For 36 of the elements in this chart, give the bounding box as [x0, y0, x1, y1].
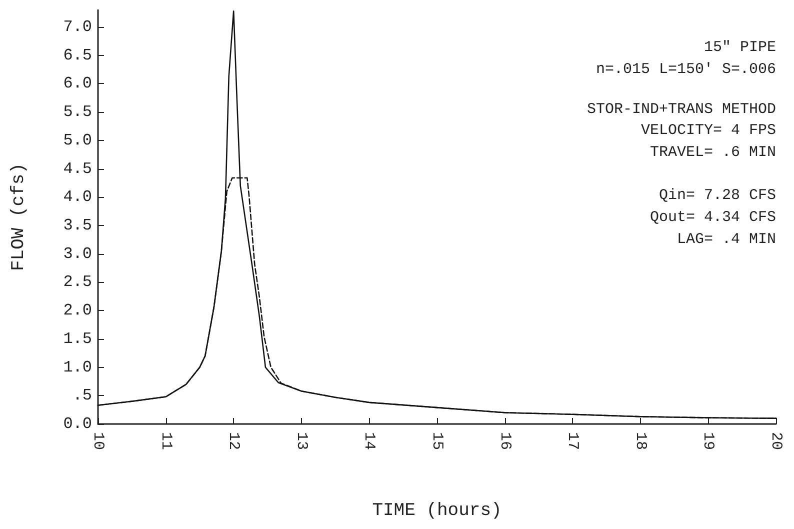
annotation: STOR-IND+TRANS METHOD: [586, 101, 776, 118]
y-tick-label: 2.5: [63, 273, 92, 292]
y-tick-label: 5.5: [63, 103, 92, 122]
y-tick-label: 1.5: [63, 330, 92, 348]
y-tick-label: .5: [72, 386, 92, 405]
x-tick-label: 16: [496, 432, 514, 450]
x-tick-label: 11: [157, 432, 174, 450]
x-tick-label: 15: [428, 432, 446, 450]
x-tick-label: 14: [360, 432, 378, 450]
annotation: VELOCITY= 4 FPS: [640, 122, 776, 139]
y-tick-label: 4.5: [63, 160, 92, 178]
y-tick-label: 4.0: [63, 188, 92, 206]
annotation: n=.015 L=150' S=.006: [596, 61, 776, 78]
x-tick-label: 12: [225, 432, 242, 450]
y-tick-label: 0.0: [63, 415, 92, 433]
y-tick-label: 5.0: [63, 131, 92, 150]
x-tick-label: 19: [700, 432, 717, 450]
x-tick-label: 13: [292, 432, 310, 450]
y-axis-title: FLOW (cfs): [9, 162, 29, 272]
y-tick-label: 1.0: [63, 358, 92, 376]
x-tick-label: 20: [768, 432, 784, 450]
x-tick-label: 17: [564, 432, 582, 450]
y-tick-label: 6.5: [63, 46, 92, 64]
y-tick-label: 3.0: [63, 244, 92, 263]
y-tick-label: 2.0: [63, 302, 92, 320]
annotation: 15" PIPE: [704, 39, 776, 56]
x-tick-label: 18: [632, 432, 649, 450]
x-tick-label: 10: [90, 432, 106, 450]
y-tick-label: 6.0: [63, 74, 92, 93]
annotation: TRAVEL= .6 MIN: [650, 144, 776, 161]
x-axis-title: TIME (hours): [372, 501, 502, 521]
annotation: Qout= 4.34 CFS: [650, 209, 776, 226]
y-tick-label: 7.0: [63, 18, 92, 36]
annotation: Qin= 7.28 CFS: [658, 187, 776, 204]
annotation: LAG= .4 MIN: [676, 231, 776, 248]
y-tick-label: 3.5: [63, 216, 92, 235]
